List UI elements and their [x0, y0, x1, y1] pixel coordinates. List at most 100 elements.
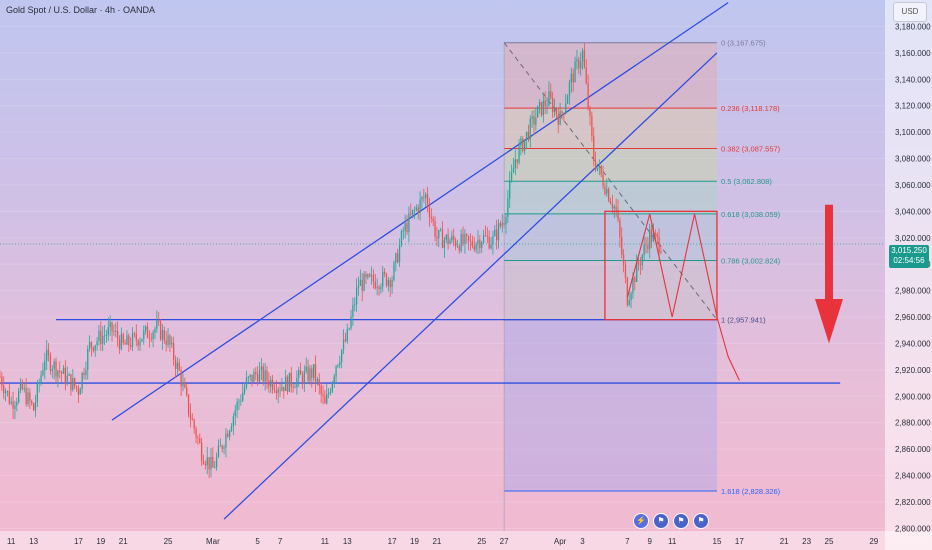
candle-body: [118, 339, 121, 350]
candle-body: [83, 372, 85, 376]
candle-body: [578, 59, 580, 69]
candle-body: [501, 223, 503, 227]
candle-body: [606, 188, 608, 194]
candle-body: [540, 102, 543, 116]
candle-body: [406, 222, 408, 232]
candle-body: [62, 367, 65, 374]
candle-body: [98, 330, 100, 342]
candle-body: [486, 235, 488, 237]
us-flag-event-icon[interactable]: ⚑: [653, 513, 669, 529]
y-tick-label: 2,900.000: [895, 392, 931, 401]
candle-body: [382, 271, 384, 287]
candle-body: [484, 235, 487, 237]
y-tick-label: 3,100.000: [895, 128, 931, 137]
candle-body: [260, 366, 263, 371]
candle-body: [423, 197, 425, 199]
x-tick-label: 15: [713, 537, 722, 546]
candle-body: [389, 280, 391, 287]
candle-body: [542, 100, 544, 116]
candle-body: [492, 236, 494, 245]
candle-body: [270, 379, 272, 387]
candle-body: [453, 235, 455, 241]
candle-body: [150, 338, 152, 340]
candle-body: [182, 382, 184, 387]
candle-body: [206, 457, 208, 466]
candle-body: [174, 359, 177, 369]
candle-body: [654, 233, 657, 235]
x-tick-label: 11: [668, 537, 677, 546]
candle-body: [583, 50, 586, 68]
candle-body: [346, 329, 348, 342]
range-box: [604, 210, 718, 321]
lightning-icon[interactable]: ⚡: [633, 513, 649, 529]
candle-body: [397, 253, 399, 263]
candle-body: [176, 362, 179, 369]
x-tick-label: 3: [580, 537, 585, 546]
candle-body: [305, 366, 307, 372]
channel-line-lower: [223, 52, 718, 520]
candle-body: [214, 467, 216, 469]
y-tick-label: 3,140.000: [895, 75, 931, 84]
fib-zone: [504, 213, 717, 261]
candle-body: [44, 360, 46, 371]
candle-body: [137, 340, 139, 346]
candle-body: [509, 180, 511, 199]
candle-body: [608, 188, 610, 201]
candle-body: [49, 355, 52, 371]
candle-body: [378, 287, 380, 290]
candle-body: [615, 206, 617, 210]
candle-body: [660, 251, 662, 253]
candle-body: [434, 221, 436, 237]
candle-body: [87, 348, 89, 370]
candle-body: [247, 377, 249, 378]
candle-body: [36, 383, 38, 403]
currency-button[interactable]: USD: [893, 2, 927, 22]
candle-body: [553, 108, 556, 113]
candle-body: [580, 61, 582, 69]
candle-body: [324, 396, 326, 404]
candle-body: [27, 392, 29, 405]
candle-body: [180, 370, 182, 387]
candle-body: [331, 382, 333, 392]
candle-body: [268, 380, 270, 387]
x-tick-label: 13: [29, 537, 38, 546]
candle-body: [53, 361, 55, 370]
candle-body: [253, 371, 255, 382]
y-tick-label: 2,960.000: [895, 313, 931, 322]
candle-body: [348, 328, 350, 330]
down-arrow-head: [814, 299, 843, 344]
candle-body: [428, 206, 431, 217]
candle-body: [645, 244, 647, 246]
candle-body: [34, 402, 37, 411]
candle-body: [380, 286, 382, 290]
candle-body: [307, 366, 309, 381]
candle-body: [208, 457, 210, 470]
x-tick-label: 19: [410, 537, 419, 546]
us-flag-event-icon[interactable]: ⚑: [673, 513, 689, 529]
candle-body: [370, 275, 373, 277]
candle-body: [413, 209, 416, 211]
candle-body: [111, 322, 113, 332]
candle-body: [430, 216, 432, 219]
candle-body: [350, 316, 352, 329]
candle-body: [318, 379, 320, 386]
candle-body: [438, 230, 440, 239]
candle-body: [600, 165, 602, 175]
candle-body: [419, 199, 421, 213]
us-flag-event-icon[interactable]: ⚑: [693, 513, 709, 529]
candle-body: [516, 159, 518, 163]
candle-body: [441, 229, 444, 248]
candle-body: [630, 293, 632, 300]
candle-body: [288, 372, 291, 392]
candle-body: [113, 331, 115, 333]
candle-body: [467, 235, 470, 241]
candle-body: [548, 91, 550, 106]
candle-body: [475, 243, 477, 250]
candle-body: [234, 410, 236, 417]
candle-body: [200, 442, 203, 461]
candle-body: [598, 165, 600, 168]
candle-body: [391, 280, 393, 287]
candle-body: [221, 445, 223, 449]
candle-body: [544, 100, 546, 107]
